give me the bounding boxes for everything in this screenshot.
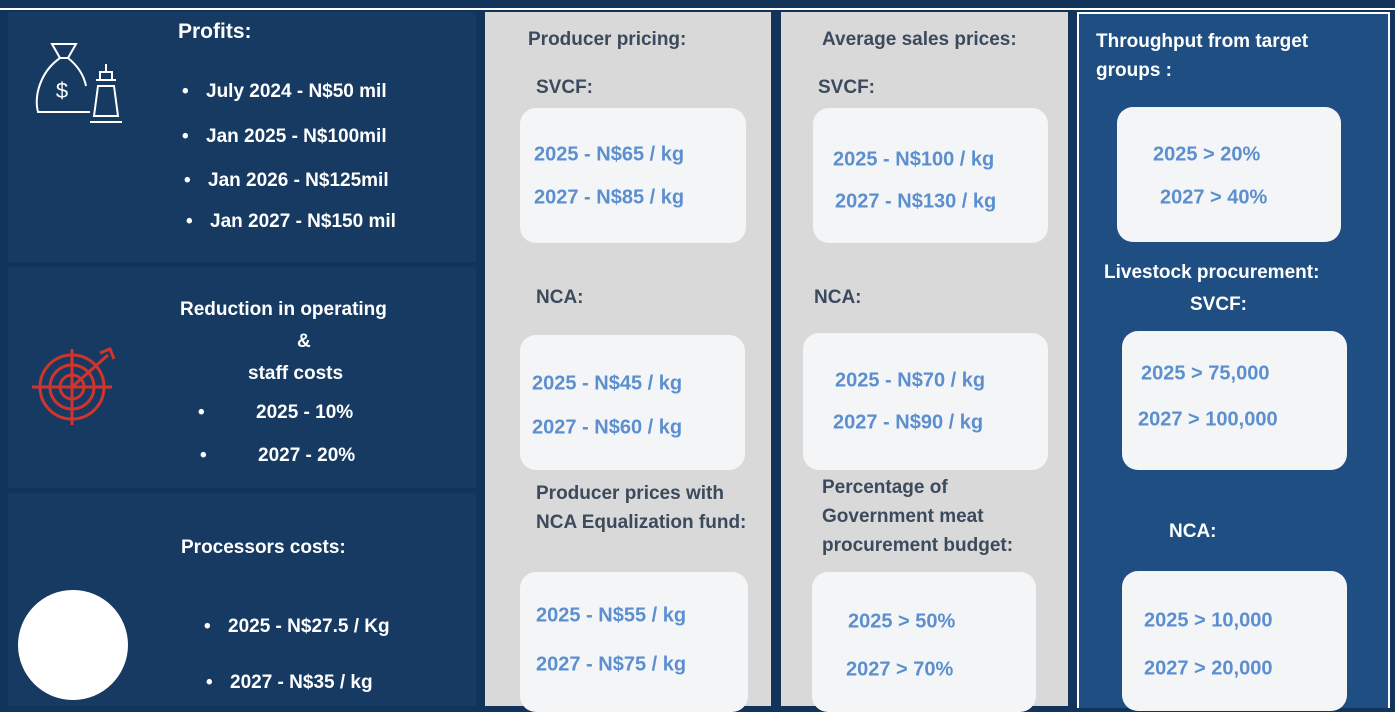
label: SVCF: bbox=[818, 77, 875, 98]
card bbox=[1122, 571, 1347, 711]
value: 2025 > 20% bbox=[1153, 143, 1261, 166]
heading: & bbox=[297, 331, 311, 352]
card bbox=[1117, 107, 1341, 242]
value: 2025 > 75,000 bbox=[1141, 362, 1270, 385]
value: 2027 > 70% bbox=[846, 658, 954, 681]
heading: Producer pricing: bbox=[528, 29, 687, 50]
bullet: Jan 2025 - N$100mil bbox=[182, 126, 387, 148]
target-icon bbox=[32, 347, 116, 425]
value: 2025 - N$100 / kg bbox=[833, 148, 995, 171]
value: 2027 > 40% bbox=[1160, 186, 1268, 209]
value: 2027 - N$75 / kg bbox=[536, 653, 687, 676]
value: 2027 - N$90 / kg bbox=[833, 411, 984, 434]
value: 2027 - N$130 / kg bbox=[835, 190, 997, 213]
label: Percentage of Government meat procuremen… bbox=[822, 477, 1014, 556]
money-bag-icon: $ bbox=[35, 43, 122, 123]
heading: Throughput from target groups : bbox=[1096, 31, 1309, 81]
heading: Reduction in operating bbox=[180, 299, 387, 320]
value: 2027 - N$60 / kg bbox=[532, 416, 683, 439]
label: SVCF: bbox=[536, 77, 593, 98]
value: 2025 - N$55 / kg bbox=[536, 604, 687, 627]
bullet: 2027 - 20% bbox=[200, 445, 355, 467]
heading: Livestock procurement: bbox=[1104, 262, 1320, 283]
card bbox=[803, 333, 1048, 470]
card bbox=[520, 572, 748, 712]
value: 2025 - N$45 / kg bbox=[532, 372, 683, 395]
value: 2025 > 50% bbox=[848, 610, 956, 633]
bullet: Jan 2026 - N$125mil bbox=[184, 170, 389, 192]
label: NCA: bbox=[1169, 521, 1217, 542]
label: SVCF: bbox=[1190, 294, 1247, 315]
card bbox=[812, 572, 1036, 712]
value: 2025 - N$70 / kg bbox=[835, 369, 986, 392]
bullet: 2025 - N$27.5 / Kg bbox=[204, 616, 390, 638]
label: NCA: bbox=[536, 287, 584, 308]
top-rule bbox=[0, 8, 1395, 10]
reduction-panel bbox=[8, 267, 476, 488]
card bbox=[520, 335, 745, 470]
card bbox=[813, 108, 1048, 243]
label: Producer prices with NCA Equalization fu… bbox=[536, 483, 747, 533]
card bbox=[1122, 331, 1347, 470]
bullet: 2025 - 10% bbox=[198, 402, 353, 424]
heading: staff costs bbox=[248, 363, 344, 384]
value: 2027 - N$85 / kg bbox=[534, 186, 685, 209]
svg-text:$: $ bbox=[56, 78, 68, 103]
label: NCA: bbox=[814, 287, 862, 308]
card bbox=[520, 108, 746, 243]
heading: Profits: bbox=[178, 20, 252, 43]
value: 2025 - N$65 / kg bbox=[534, 143, 685, 166]
bullet: July 2024 - N$50 mil bbox=[182, 81, 387, 103]
value: 2027 > 20,000 bbox=[1144, 657, 1273, 680]
circle-icon bbox=[18, 590, 128, 700]
bullet: Jan 2027 - N$150 mil bbox=[186, 211, 396, 233]
value: 2025 > 10,000 bbox=[1144, 609, 1273, 632]
heading: Processors costs: bbox=[181, 537, 346, 558]
heading: Average sales prices: bbox=[822, 29, 1017, 50]
value: 2027 > 100,000 bbox=[1138, 408, 1278, 431]
bullet: 2027 - N$35 / kg bbox=[206, 672, 373, 694]
